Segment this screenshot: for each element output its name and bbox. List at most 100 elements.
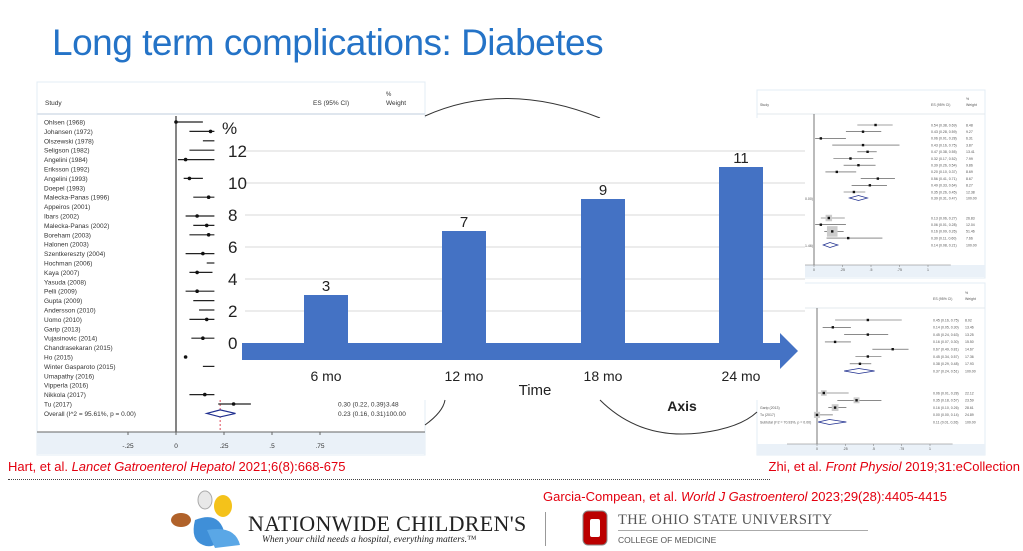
x-tick-label: .75 bbox=[897, 268, 902, 272]
es-value: 0.16 (0.09, 0.26) bbox=[931, 230, 957, 234]
weight-value: 26.83 bbox=[966, 216, 975, 220]
point-estimate bbox=[858, 362, 862, 365]
weight-value: 8.67 bbox=[966, 177, 973, 181]
weight-value: 9.86 bbox=[966, 164, 973, 168]
x-tick-label: .5 bbox=[870, 268, 873, 272]
study-label: Szentkereszty (2004) bbox=[44, 251, 105, 258]
header-weight-pct: % bbox=[966, 97, 969, 101]
time-axis-arrow bbox=[242, 333, 798, 369]
data-label: 11 bbox=[733, 150, 749, 167]
point-estimate bbox=[203, 392, 207, 397]
reference-hart: Hart, et al. Lancet Gatroenterol Hepatol… bbox=[8, 459, 346, 474]
header-weight-pct: % bbox=[386, 92, 392, 98]
study-label: Boreham (2003) bbox=[44, 232, 91, 239]
y-tick-label: 2 bbox=[228, 302, 237, 321]
header-study: Study bbox=[760, 103, 769, 107]
point-estimate bbox=[866, 150, 869, 153]
subtotal-diamond bbox=[848, 195, 869, 201]
es-value: 0.49 (0.33, 0.64) bbox=[931, 184, 957, 188]
weight-value: 15.50 bbox=[965, 340, 974, 344]
decorative-arc-bottom-right bbox=[599, 399, 758, 435]
study-label: Kaya (2007) bbox=[44, 270, 79, 277]
weight-value: 8.69 bbox=[966, 170, 973, 174]
point-estimate bbox=[195, 270, 199, 275]
es-value: 0.54 (0.38, 0.69) bbox=[931, 123, 957, 127]
category-label: 18 mo bbox=[584, 368, 623, 384]
weight-value: 24.89 bbox=[965, 413, 974, 417]
study-label: Andersson (2010) bbox=[44, 308, 96, 315]
es-value: 0.35 (0.18, 0.57) bbox=[933, 399, 959, 403]
es-value: 0.43 (0.28, 0.59) bbox=[931, 130, 957, 134]
es-value: 0.45 (0.16, 0.75) bbox=[933, 318, 959, 322]
header-study: Study bbox=[45, 100, 62, 107]
reference-zhi: Zhi, et al. Front Physiol 2019;31:eColle… bbox=[769, 459, 1020, 474]
y-tick-label: 8 bbox=[228, 206, 237, 225]
study-label: Appeiros (2001) bbox=[44, 204, 90, 211]
point-estimate bbox=[208, 129, 213, 134]
es-value: 0.30 (0.11, 0.60) bbox=[931, 236, 956, 240]
axis-band bbox=[757, 444, 985, 455]
bar bbox=[581, 199, 625, 344]
point-estimate bbox=[833, 406, 837, 409]
x-tick-label: .25 bbox=[840, 268, 845, 272]
header-es: ES (95% CI) bbox=[313, 100, 349, 107]
point-estimate bbox=[204, 317, 209, 322]
overall-diamond bbox=[204, 409, 236, 418]
ref-journal: Front Physiol bbox=[825, 459, 902, 474]
es-value: 0.39 (0.26, 0.54) bbox=[931, 164, 957, 168]
nationwide-childrens-tagline: When your child needs a hospital, everyt… bbox=[262, 535, 477, 545]
category-label: 24 mo bbox=[722, 368, 761, 384]
ref-authors: Hart, et al. bbox=[8, 459, 72, 474]
weight-value: 8.27 bbox=[966, 184, 973, 188]
decorative-arc-bottom-left bbox=[424, 399, 446, 426]
slide-title: Long term complications: Diabetes bbox=[52, 22, 604, 63]
point-estimate bbox=[187, 176, 192, 181]
es-value: 0.45 (0.34, 0.57) bbox=[933, 355, 959, 359]
header-es: ES (95% CI) bbox=[931, 103, 950, 107]
study-label: Ho (2015) bbox=[44, 355, 73, 362]
es-value: 0.06 (0.01, 0.28) bbox=[933, 391, 959, 395]
study-label: Eriksson (1992) bbox=[44, 167, 90, 174]
ref-journal: Lancet Gatroenterol Hepatol bbox=[71, 459, 235, 474]
weight-value: 7.66 bbox=[966, 236, 973, 240]
bar bbox=[442, 231, 486, 344]
category-label: 6 mo bbox=[310, 368, 341, 384]
bar bbox=[304, 295, 348, 344]
study-label: Johansen (1972) bbox=[44, 129, 93, 136]
decorative-arc-top bbox=[424, 98, 601, 119]
subtotal-diamond bbox=[844, 368, 875, 374]
subtotal-fragment: 0.00) bbox=[805, 197, 813, 201]
butterflies-logo-icon bbox=[171, 490, 240, 548]
study-label: Pelli (2009) bbox=[44, 289, 77, 296]
es-value: 0.37 (0.24, 0.51) bbox=[933, 369, 959, 373]
point-estimate bbox=[866, 318, 870, 322]
es-value: 0.30 (0.22, 0.39) bbox=[338, 402, 386, 409]
weight-value: 3.48 bbox=[386, 402, 399, 409]
study-label: Winter Gasparoto (2015) bbox=[44, 364, 116, 371]
point-estimate bbox=[195, 289, 199, 294]
y-tick-label: 4 bbox=[228, 270, 237, 289]
weight-value: 8.48 bbox=[966, 123, 973, 127]
point-estimate bbox=[206, 233, 211, 237]
es-value: 0.06 (0.01, 0.28) bbox=[931, 223, 957, 227]
study-label: Malecka-Panas (2002) bbox=[44, 223, 109, 230]
point-estimate bbox=[833, 340, 837, 344]
study-label: Angelini (1993) bbox=[44, 176, 88, 183]
x-axis-label: Time bbox=[519, 382, 552, 399]
subtotal-fragment: 1.46) bbox=[805, 244, 813, 248]
header-weight-pct: % bbox=[965, 291, 968, 295]
x-tick-label: .25 bbox=[843, 447, 848, 451]
y-tick-label: 10 bbox=[228, 174, 247, 193]
point-estimate bbox=[866, 333, 870, 336]
es-value: 0.38 (0.29, 0.48) bbox=[933, 362, 959, 366]
study-label: Seligson (1982) bbox=[44, 148, 90, 155]
study-label: Tu (2017) bbox=[760, 413, 775, 417]
weight-value: 14.67 bbox=[965, 348, 974, 352]
point-estimate bbox=[861, 130, 865, 133]
header-weight: Weight bbox=[966, 103, 977, 107]
es-value: 0.43 (0.16, 0.75) bbox=[931, 143, 957, 147]
point-estimate bbox=[866, 355, 870, 358]
osu-college: COLLEGE OF MEDICINE bbox=[618, 535, 717, 545]
es-value: 0.16 (0.07, 0.30) bbox=[933, 340, 959, 344]
